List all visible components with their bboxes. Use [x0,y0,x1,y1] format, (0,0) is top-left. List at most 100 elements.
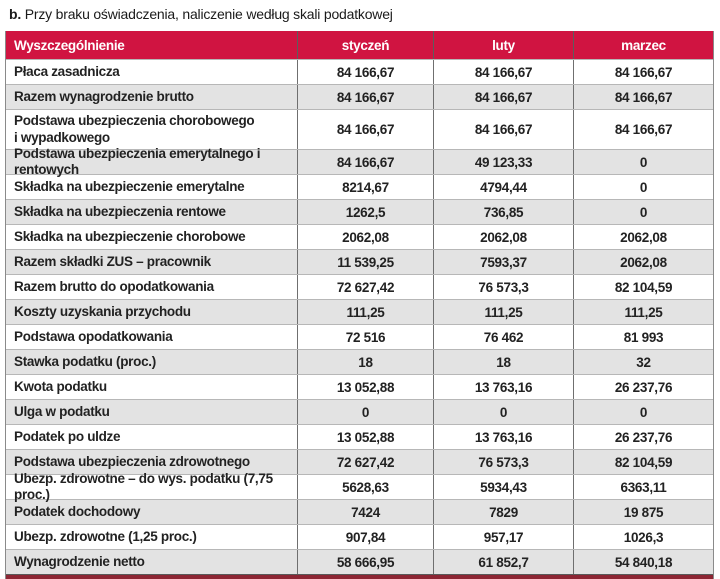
table-row: Ubezp. zdrowotne (1,25 proc.) 907,84 957,1… [6,524,713,549]
cell-value: 2062,08 [573,225,713,249]
table-row: Podatek dochodowy 7424 7829 19 875 [6,499,713,524]
cell-value: 0 [573,150,713,174]
row-label: Podstawa ubezpieczenia zdrowotnego [14,453,250,469]
table-row: Razem składki ZUS – pracownik 11 539,25 75… [6,249,713,274]
row-label: Podstawa ubezpieczenia chorobowego i wyp… [14,113,255,145]
cell-value: 4794,44 [433,175,573,199]
cell-value: 2062,08 [433,225,573,249]
cell-value: 18 [433,350,573,374]
table-row: Razem wynagrodzenie brutto 84 166,67 84 16… [6,84,713,109]
cell-value: 907,84 [297,525,433,549]
column-header-luty: luty [433,31,573,59]
cell-value: 11 539,25 [297,250,433,274]
row-label: Podatek po uldze [14,428,121,444]
cell-value: 957,17 [433,525,573,549]
cell-value: 72 516 [297,325,433,349]
row-label: Kwota podatku [14,378,107,394]
table-body: Płaca zasadnicza 84 166,67 84 166,67 84 166… [6,59,713,574]
row-label: Składka na ubezpieczenie emerytalne [14,178,245,194]
row-label: Ulga w podatku [14,403,110,419]
cell-value: 76 573,3 [433,275,573,299]
row-label: Płaca zasadnicza [14,63,120,79]
tax-table: Wyszczególnienie styczeń luty marzec Pła… [5,31,714,579]
cell-value: 19 875 [573,500,713,524]
column-header-wyszczegolnienie: Wyszczególnienie [14,37,125,53]
cell-value: 0 [573,200,713,224]
row-label: Składka na ubezpieczenie chorobowe [14,228,246,244]
cell-value: 84 166,67 [433,60,573,84]
cell-value: 84 166,67 [297,85,433,109]
cell-value: 13 052,88 [297,425,433,449]
cell-value: 5628,63 [297,475,433,499]
cell-value: 0 [573,400,713,424]
cell-value: 84 166,67 [433,110,573,149]
table-header-row: Wyszczególnienie styczeń luty marzec [6,31,713,59]
cell-value: 84 166,67 [297,60,433,84]
table-row: Kwota podatku 13 052,88 13 763,16 26 237,76 [6,374,713,399]
cell-value: 0 [573,175,713,199]
cell-value: 26 237,76 [573,425,713,449]
cell-value: 76 462 [433,325,573,349]
table-row: Płaca zasadnicza 84 166,67 84 166,67 84 166… [6,59,713,84]
row-label: Podstawa ubezpieczenia emerytalnego i re… [14,145,261,177]
cell-value: 58 666,95 [297,550,433,574]
table-row: Razem brutto do opodatkowania 72 627,42 76… [6,274,713,299]
table-row: Podatek po uldze 13 052,88 13 763,16 26 237… [6,424,713,449]
cell-value: 7829 [433,500,573,524]
row-label: Stawka podatku (proc.) [14,353,156,369]
table-row: Ulga w podatku 0 0 0 [6,399,713,424]
row-label: Podstawa opodatkowania [14,328,173,344]
row-label: Składka na ubezpieczenia rentowe [14,203,226,219]
table-row: Stawka podatku (proc.) 18 18 32 [6,349,713,374]
page-title: b. Przy braku oświadczenia, naliczenie w… [9,6,393,22]
table-row: Składka na ubezpieczenia rentowe 1262,5 73… [6,199,713,224]
row-label: Razem brutto do opodatkowania [14,278,214,294]
row-label: Ubezp. zdrowotne (1,25 proc.) [14,528,197,544]
cell-value: 13 763,16 [433,425,573,449]
title-text: Przy braku oświadczenia, naliczenie wedł… [24,6,393,22]
row-label: Koszty uzyskania przychodu [14,303,191,319]
table-row: Ubezp. zdrowotne – do wys. podatku (7,75… [6,470,713,502]
row-label: Wynagrodzenie netto [14,553,145,569]
cell-value: 32 [573,350,713,374]
cell-value: 84 166,67 [297,150,433,174]
cell-value: 2062,08 [297,225,433,249]
table-row: Koszty uzyskania przychodu 111,25 111,25 11… [6,299,713,324]
row-label: Razem wynagrodzenie brutto [14,88,194,104]
cell-value: 84 166,67 [573,60,713,84]
cell-value: 111,25 [297,300,433,324]
cell-value: 84 166,67 [433,85,573,109]
row-label: Ubezp. zdrowotne – do wys. podatku (7,75… [14,470,273,502]
cell-value: 0 [433,400,573,424]
cell-value: 5934,43 [433,475,573,499]
cell-value: 72 627,42 [297,275,433,299]
table-row: Podstawa ubezpieczenia emerytalnego i re… [6,145,713,177]
table-row: Podstawa ubezpieczenia zdrowotnego 72 627… [6,449,713,474]
table-row: Składka na ubezpieczenie chorobowe 2062,0… [6,224,713,249]
cell-value: 61 852,7 [433,550,573,574]
table-row: Podstawa opodatkowania 72 516 76 462 81 993 [6,324,713,349]
cell-value: 18 [297,350,433,374]
cell-value: 26 237,76 [573,375,713,399]
cell-value: 2062,08 [573,250,713,274]
cell-value: 84 166,67 [297,110,433,149]
cell-value: 6363,11 [573,475,713,499]
table-bottom-rule [6,574,713,579]
column-header-styczen: styczeń [297,31,433,59]
cell-value: 49 123,33 [433,150,573,174]
column-header-marzec: marzec [573,31,713,59]
cell-value: 82 104,59 [573,275,713,299]
title-prefix: b. [9,6,22,22]
cell-value: 7424 [297,500,433,524]
cell-value: 111,25 [573,300,713,324]
cell-value: 1026,3 [573,525,713,549]
row-label: Podatek dochodowy [14,503,141,519]
row-label: Razem składki ZUS – pracownik [14,253,211,269]
cell-value: 76 573,3 [433,450,573,474]
cell-value: 13 763,16 [433,375,573,399]
table-row: Podstawa ubezpieczenia chorobowego i wyp… [6,109,713,149]
cell-value: 7593,37 [433,250,573,274]
table-row: Wynagrodzenie netto 58 666,95 61 852,7 54 8… [6,549,713,574]
cell-value: 81 993 [573,325,713,349]
